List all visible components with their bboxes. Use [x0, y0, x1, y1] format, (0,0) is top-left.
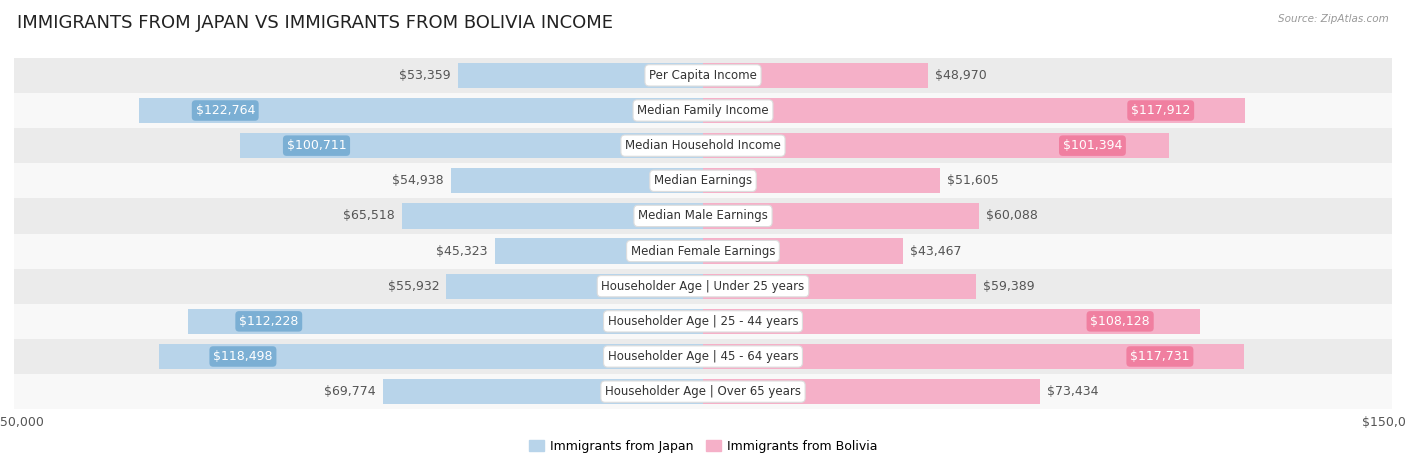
Bar [14, 234, 1392, 269]
Text: $54,938: $54,938 [392, 174, 444, 187]
Bar [703, 274, 976, 299]
Bar [14, 339, 1392, 374]
Text: $53,359: $53,359 [399, 69, 451, 82]
Bar [14, 304, 1392, 339]
Bar [159, 344, 703, 369]
Text: $117,912: $117,912 [1130, 104, 1191, 117]
Text: $118,498: $118,498 [214, 350, 273, 363]
Text: Householder Age | Under 25 years: Householder Age | Under 25 years [602, 280, 804, 293]
Bar [703, 98, 1244, 123]
Text: Householder Age | Over 65 years: Householder Age | Over 65 years [605, 385, 801, 398]
Bar [402, 203, 703, 228]
Bar [14, 374, 1392, 409]
Text: $43,467: $43,467 [910, 245, 962, 258]
Text: $108,128: $108,128 [1090, 315, 1150, 328]
Text: $60,088: $60,088 [986, 209, 1038, 222]
Text: Median Male Earnings: Median Male Earnings [638, 209, 768, 222]
Text: Median Female Earnings: Median Female Earnings [631, 245, 775, 258]
Text: $100,711: $100,711 [287, 139, 346, 152]
Bar [703, 203, 979, 228]
Bar [14, 163, 1392, 198]
Bar [703, 133, 1168, 158]
Bar [14, 93, 1392, 128]
Text: $101,394: $101,394 [1063, 139, 1122, 152]
Text: $117,731: $117,731 [1130, 350, 1189, 363]
Legend: Immigrants from Japan, Immigrants from Bolivia: Immigrants from Japan, Immigrants from B… [523, 435, 883, 458]
Text: Per Capita Income: Per Capita Income [650, 69, 756, 82]
Bar [382, 379, 703, 404]
Text: Median Earnings: Median Earnings [654, 174, 752, 187]
Text: $45,323: $45,323 [436, 245, 488, 258]
Text: $73,434: $73,434 [1047, 385, 1098, 398]
Text: $122,764: $122,764 [195, 104, 254, 117]
Text: $59,389: $59,389 [983, 280, 1035, 293]
Bar [14, 128, 1392, 163]
Bar [14, 198, 1392, 234]
Text: Householder Age | 25 - 44 years: Householder Age | 25 - 44 years [607, 315, 799, 328]
Text: $65,518: $65,518 [343, 209, 395, 222]
Bar [703, 379, 1040, 404]
Bar [451, 168, 703, 193]
Text: Median Family Income: Median Family Income [637, 104, 769, 117]
Bar [703, 168, 941, 193]
Text: Median Household Income: Median Household Income [626, 139, 780, 152]
Bar [187, 309, 703, 334]
Bar [703, 344, 1244, 369]
Bar [14, 58, 1392, 93]
Bar [703, 309, 1199, 334]
Bar [458, 63, 703, 88]
Text: $48,970: $48,970 [935, 69, 987, 82]
Bar [703, 239, 903, 264]
Text: $112,228: $112,228 [239, 315, 298, 328]
Text: $69,774: $69,774 [323, 385, 375, 398]
Bar [495, 239, 703, 264]
Bar [14, 269, 1392, 304]
Text: Householder Age | 45 - 64 years: Householder Age | 45 - 64 years [607, 350, 799, 363]
Text: Source: ZipAtlas.com: Source: ZipAtlas.com [1278, 14, 1389, 24]
Text: $55,932: $55,932 [388, 280, 439, 293]
Bar [446, 274, 703, 299]
Bar [703, 63, 928, 88]
Bar [240, 133, 703, 158]
Text: $51,605: $51,605 [946, 174, 998, 187]
Text: IMMIGRANTS FROM JAPAN VS IMMIGRANTS FROM BOLIVIA INCOME: IMMIGRANTS FROM JAPAN VS IMMIGRANTS FROM… [17, 14, 613, 32]
Bar [139, 98, 703, 123]
